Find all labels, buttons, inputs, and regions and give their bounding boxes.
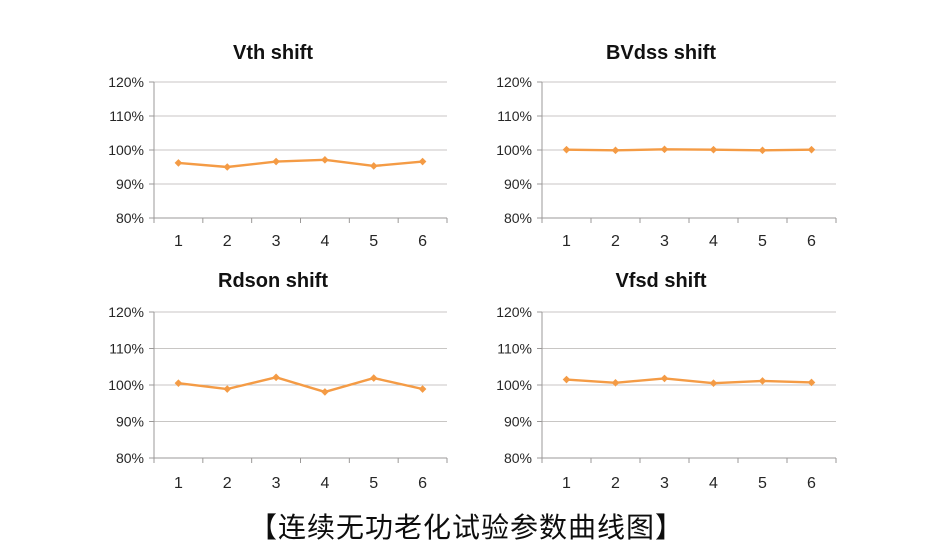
y-tick-label: 100% (108, 377, 144, 393)
x-tick-label: 6 (418, 475, 427, 492)
x-tick-label: 2 (223, 233, 232, 250)
y-tick-label: 80% (504, 210, 532, 226)
chart-vfsd-shift: Vfsd shift 120% 110% 100% 90% 80% 1 2 3 4 5 6 (466, 258, 933, 494)
data-point-marker (418, 385, 427, 393)
x-tick-label: 3 (272, 475, 281, 492)
x-tick-label: 4 (709, 475, 718, 492)
y-tick-label: 100% (496, 142, 532, 158)
y-tick-label: 110% (109, 108, 144, 124)
data-point-marker (223, 163, 232, 171)
data-point-marker (562, 375, 571, 384)
data-point-marker (321, 156, 329, 164)
y-tick-label: 120% (108, 304, 144, 320)
y-tick-label: 90% (116, 176, 144, 192)
data-point-marker (369, 162, 378, 170)
x-tick-label: 5 (369, 475, 378, 492)
data-point-marker (174, 379, 183, 387)
x-tick-label: 4 (320, 475, 329, 492)
data-point-marker (611, 146, 620, 155)
x-tick-label: 4 (709, 233, 718, 250)
x-tick-label: 6 (807, 475, 816, 492)
y-tick-label: 110% (497, 108, 532, 124)
y-tick-label: 80% (116, 210, 144, 226)
x-tick-label: 1 (174, 475, 183, 492)
data-point-marker (807, 145, 816, 154)
y-tick-label: 80% (504, 450, 532, 466)
x-tick-label: 4 (320, 233, 329, 250)
x-tick-label: 1 (562, 233, 571, 250)
data-point-marker (321, 388, 329, 396)
y-tick-label: 90% (116, 414, 144, 430)
chart-title: Vth shift (233, 42, 313, 64)
chart-title: Vfsd shift (615, 270, 707, 292)
figure-caption: 【连续无功老化试验参数曲线图】 (248, 512, 684, 543)
chart-plot-area: 120% 110% 100% 90% 80% 1 2 3 4 5 6 (496, 74, 837, 250)
chart-rdson-shift: Rdson shift 120% 110% 100% 90% 80% 1 2 3 4 5 6 (0, 258, 466, 494)
data-point-marker (174, 159, 183, 167)
data-point-marker (223, 385, 232, 393)
x-tick-label: 1 (562, 475, 571, 492)
data-point-marker (418, 157, 427, 166)
x-tick-label: 3 (660, 233, 669, 250)
chart-plot-area: 120% 110% 100% 90% 80% 1 2 3 4 5 6 (108, 74, 448, 250)
series-line (177, 376, 424, 394)
chart-bvdss-shift: BVdss shift 120% 110% 100% 90% 80% 1 2 3 4 5 6 (466, 30, 933, 258)
x-tick-label: 5 (758, 233, 767, 250)
x-tick-label: 1 (174, 233, 183, 250)
x-tick-label: 2 (611, 233, 620, 250)
x-tick-label: 2 (611, 475, 620, 492)
x-tick-label: 5 (369, 233, 378, 250)
data-point-marker (709, 379, 718, 387)
chart-plot-area: 120% 110% 100% 90% 80% 1 2 3 4 5 6 (108, 304, 448, 492)
chart-title: Rdson shift (218, 270, 328, 292)
y-tick-label: 90% (504, 414, 532, 430)
data-point-marker (272, 373, 280, 382)
x-tick-label: 2 (223, 475, 232, 492)
series-line (565, 148, 813, 152)
y-tick-label: 90% (504, 176, 532, 192)
y-tick-label: 80% (116, 450, 144, 466)
chart-vth-shift: Vth shift 120% 110% 100% 90% 80% 1 2 3 4 5 6 (0, 30, 466, 258)
y-tick-label: 100% (496, 377, 532, 393)
chart-title: BVdss shift (605, 42, 717, 64)
data-point-marker (660, 374, 669, 383)
data-point-marker (369, 374, 378, 382)
series-line (565, 377, 813, 385)
y-tick-label: 110% (497, 341, 532, 357)
y-tick-label: 120% (108, 74, 144, 90)
x-tick-label: 6 (418, 233, 427, 250)
x-tick-label: 5 (758, 475, 767, 492)
y-tick-label: 100% (108, 142, 144, 158)
y-tick-label: 110% (109, 341, 144, 357)
chart-plot-area: 120% 110% 100% 90% 80% 1 2 3 4 5 6 (496, 304, 837, 492)
y-tick-label: 120% (496, 304, 532, 320)
x-tick-label: 3 (660, 475, 669, 492)
data-point-marker (758, 377, 767, 385)
data-point-marker (709, 145, 718, 154)
data-point-marker (272, 157, 280, 166)
data-point-marker (562, 145, 571, 154)
x-tick-label: 6 (807, 233, 816, 250)
y-tick-label: 120% (496, 74, 532, 90)
x-tick-label: 3 (272, 233, 281, 250)
data-point-marker (660, 145, 669, 154)
data-point-marker (758, 146, 767, 155)
series-line (177, 158, 424, 169)
